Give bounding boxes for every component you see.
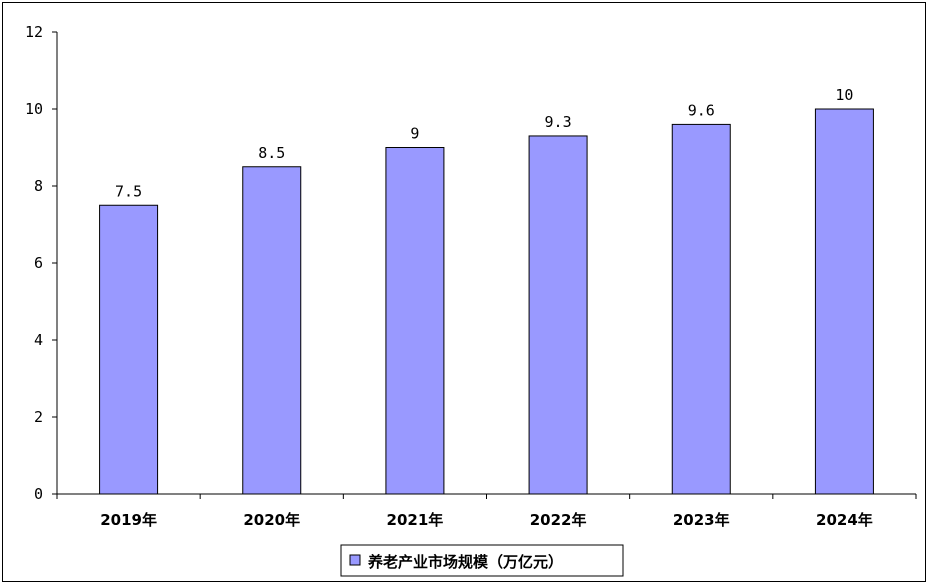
x-tick-label: 2023年 [673,511,730,529]
bar [242,166,302,495]
legend: 养老产业市场规模（万亿元） [340,544,624,577]
y-tick-label: 0 [34,485,43,503]
y-tick-label: 10 [25,100,43,118]
bar [671,123,731,495]
bar [99,204,159,495]
data-label: 8.5 [258,144,285,162]
bar [385,147,445,495]
bars: 7.5 8.5 9 9.3 9.6 10 [99,86,874,495]
data-label: 9.3 [545,113,572,131]
y-tick-label: 8 [34,177,43,195]
x-tick-label: 2021年 [387,511,444,529]
data-label: 10 [835,86,853,104]
y-tick-label: 6 [34,254,43,272]
x-axis: 2019年 2020年 2021年 2022年 2023年 2024年 [56,493,917,529]
data-label: 9 [410,125,419,143]
x-tick-label: 2024年 [816,511,873,529]
x-tick-label: 2019年 [100,511,157,529]
legend-label: 养老产业市场规模（万亿元） [367,553,563,571]
bar [528,135,588,495]
data-label: 7.5 [115,182,142,200]
y-tick-label: 4 [34,331,43,349]
x-tick-label: 2020年 [243,511,300,529]
y-tick-label: 12 [25,23,43,41]
bar [814,108,874,495]
legend-box [340,544,624,577]
x-tick-label: 2022年 [530,511,587,529]
legend-swatch [349,554,361,566]
data-label: 9.6 [688,101,715,119]
y-tick-label: 2 [34,408,43,426]
y-axis: 0 2 4 6 8 10 12 [25,23,58,503]
